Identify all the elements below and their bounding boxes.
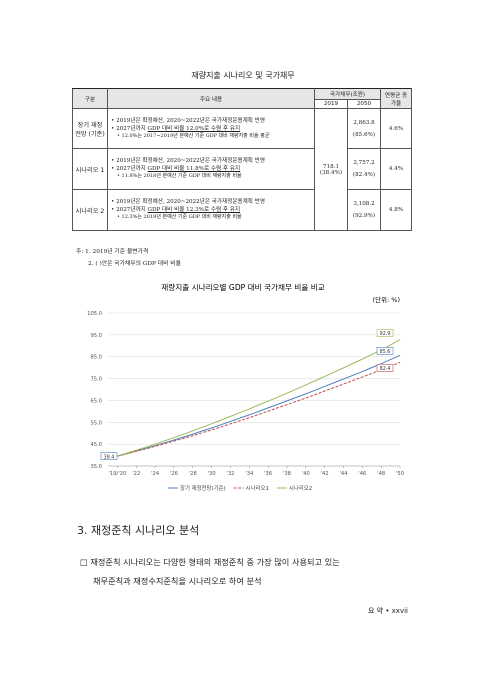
y-tick-label: 65.0	[90, 398, 102, 404]
data-label: 82.4	[380, 366, 391, 372]
x-tick-label: '26	[170, 471, 178, 477]
footer: 요 약 • xxvii	[367, 607, 408, 615]
ratio: (92.9%)	[352, 213, 376, 219]
note: 주: 1. 2019년 기준 불변가격	[76, 249, 149, 255]
bullet: 2027년까지	[116, 125, 148, 132]
ratio: (82.4%)	[352, 172, 376, 178]
cell-2019: 718.1 (38.4%)	[314, 108, 348, 231]
x-tick-label: '36	[264, 471, 272, 477]
cell-rate: 4.4%	[380, 148, 412, 190]
chart: 재량지출 시나리오별 GDP 대비 국가채무 비율 비교 (단위: %) 35.…	[87, 282, 404, 492]
ratio: (85.6%)	[352, 131, 376, 138]
paragraph-line: □ 재정준칙 시나리오는 다양한 형태의 재정준칙 중 가장 많이 사용되고 있…	[80, 557, 340, 567]
y-tick-label: 35.0	[90, 464, 102, 470]
sub-bullet: 12.0%는 2017~2019년 본예산 기준 GDP 대비 재량지출 비율 …	[121, 132, 270, 139]
ratio: (38.4%)	[319, 169, 343, 176]
note: 2. ( )안은 국가채무의 GDP 대비 비율	[88, 261, 181, 267]
value: 2,757.2	[353, 160, 375, 166]
y-tick-label: 85.0	[90, 355, 102, 361]
value: 718.1	[322, 163, 339, 170]
text: 재정준칙 시나리오는 다양한 형태의 재정준칙 중 가장 많이 사용되고 있는	[90, 557, 340, 567]
header-debt: 국가채무(조원)	[314, 88, 381, 100]
y-tick-label: 75.0	[90, 377, 102, 383]
bullet: 2019년은 확정예산, 2020~2022년은 국가재정운용계획 반영	[116, 158, 265, 165]
data-label-box	[100, 452, 118, 460]
row-label: 시나리오 1	[72, 148, 108, 190]
x-tick-label: '44	[339, 471, 348, 477]
bullet: 2019년은 확정예산, 2020~2022년은 국가재정운용계획 반영	[116, 199, 265, 206]
row-label: 시나리오 2	[72, 189, 108, 231]
data-label-box	[376, 364, 394, 372]
x-tick-label: '30	[208, 471, 216, 477]
row-content: • 2019년은 확정예산, 2020~2022년은 국가재정운용계획 반영 • …	[107, 108, 315, 149]
legend-label: 장기 재정전망(기준)	[180, 484, 226, 492]
cell-rate: 4.8%	[380, 189, 412, 231]
sub-bullet: 12.3%는 2019년 본예산 기준 GDP 대비 재량지출 비율	[121, 214, 242, 221]
header-2019: 2019	[314, 99, 348, 109]
legend-label: 시나리오2	[289, 484, 312, 492]
header-category: 구분	[72, 88, 108, 109]
row-content: • 2019년은 확정예산, 2020~2022년은 국가재정운용계획 반영 • …	[107, 189, 315, 231]
x-tick-label: '24	[151, 471, 160, 477]
bullet-underlined: GDP 대비 비율 11.8%로 수렴 후 유지	[147, 166, 241, 173]
header-content: 주요 내용	[107, 88, 315, 109]
data-label-box	[376, 347, 394, 355]
x-tick-label: '48	[377, 471, 385, 477]
y-tick-label: 55.0	[90, 420, 102, 426]
x-tick-label: '38	[283, 471, 291, 477]
paragraph-line: 채무준칙과 재정수지준칙을 시나리오로 하여 분석	[93, 576, 262, 586]
x-tick-label: '19/'20	[109, 471, 127, 477]
x-tick-label: '42	[321, 471, 329, 477]
row-label: 장기 재정전망 (기준)	[72, 108, 108, 149]
value: 3,108.2	[353, 201, 375, 207]
data-label: 92.9	[380, 331, 391, 337]
x-tick-label: '32	[226, 471, 234, 477]
x-tick-label: '50	[396, 471, 404, 477]
y-tick-label: 105.0	[87, 311, 102, 317]
bullet-underlined: GDP 대비 비율 12.3%로 수렴 후 유지	[147, 207, 241, 214]
x-tick-label: '34	[245, 471, 254, 477]
y-tick-label: 95.0	[90, 333, 102, 339]
section-title: 3. 재정준칙 시나리오 분석	[77, 524, 200, 537]
chart-title: 재량지출 시나리오별 GDP 대비 국가채무 비율 비교	[161, 282, 325, 292]
unit-label: (단위: %)	[373, 295, 400, 304]
x-tick-label: '28	[189, 471, 197, 477]
cell-rate: 4.6%	[380, 108, 412, 149]
cell-2050: 2,863.8 (85.6%)	[347, 108, 381, 149]
sub-bullet: 11.8%는 2018년 본예산 기준 GDP 대비 재량지출 비율	[121, 173, 242, 180]
data-label: 85.6	[380, 349, 391, 355]
header-2050: 2050	[347, 99, 381, 109]
value: 2,863.8	[353, 119, 375, 126]
y-tick-label: 45.0	[90, 442, 102, 448]
bullet-underlined: GDP 대비 비율 12.0%로 수렴 후 유지	[147, 125, 241, 132]
bullet: 2027년까지	[116, 207, 148, 214]
x-tick-label: '40	[302, 471, 310, 477]
x-tick-label: '22	[132, 471, 140, 477]
bullet: 2027년까지	[116, 166, 148, 173]
header-rate: 연평균 증가율	[380, 88, 412, 109]
x-tick-label: '46	[358, 471, 366, 477]
cell-2050: 3,108.2 (92.9%)	[347, 189, 381, 231]
scenario-table: 구분 주요 내용 국가채무(조원) 연평균 증가율 2019 2050 장기 재…	[72, 88, 412, 231]
row-content: • 2019년은 확정예산, 2020~2022년은 국가재정운용계획 반영 • …	[107, 148, 315, 190]
legend-label: 시나리오1	[246, 484, 269, 492]
cell-2050: 2,757.2 (82.4%)	[347, 148, 381, 190]
series-line	[107, 339, 401, 460]
table-title: 재량지출 시나리오 및 국가채무	[191, 71, 295, 80]
bullet: 2019년은 확정예산, 2020~2022년은 국가재정운용계획 반영	[116, 117, 265, 124]
data-label-box	[376, 329, 394, 337]
series-line	[107, 354, 401, 460]
data-label: 38.4	[104, 454, 115, 460]
series-line	[107, 361, 401, 460]
